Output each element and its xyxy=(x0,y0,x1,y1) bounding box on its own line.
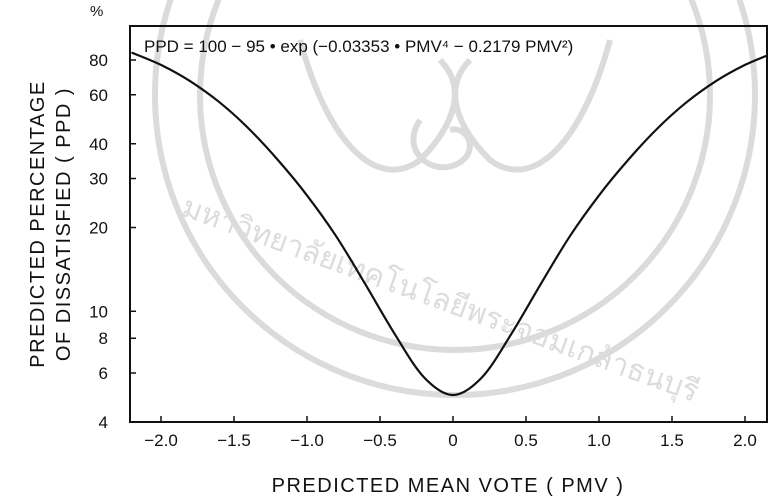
y-tick-label: 40 xyxy=(89,135,108,154)
plot-frame xyxy=(129,25,768,423)
x-tick-label: −2.0 xyxy=(144,431,178,450)
ppd-curve-point xyxy=(452,394,454,396)
y-tick-label: 4 xyxy=(99,413,108,432)
x-tick-label: 1.5 xyxy=(660,431,684,450)
x-tick-label: 0.5 xyxy=(514,431,538,450)
ppd-curve-point xyxy=(715,80,717,82)
ppd-curve-point xyxy=(744,64,746,66)
formula-annotation: PPD = 100 − 95 • exp (−0.03353 • PMV⁴ − … xyxy=(144,37,573,56)
ppd-curve-point xyxy=(540,283,542,285)
y-tick-label: 10 xyxy=(89,302,108,321)
x-axis-ticks: −2.0 −1.5 −1.0 −0.5 0 0.5 1.0 1.5 2.0 xyxy=(144,416,757,450)
x-tick-label: −1.5 xyxy=(217,431,251,450)
ppd-curve-point xyxy=(364,283,366,285)
watermark-text: มหาวิทยาลัยเทคโนโลยีพระจอมเกล้าธนบุรี xyxy=(177,189,704,411)
x-tick-label: 0 xyxy=(448,431,457,450)
ppd-curve-point xyxy=(131,52,133,54)
svg-text:มหาวิทยาลัยเทคโนโลยีพระจอมเกล้: มหาวิทยาลัยเทคโนโลยีพระจอมเกล้าธนบุรี xyxy=(177,189,704,411)
ppd-curve-point xyxy=(510,333,512,335)
ppd-curve-point xyxy=(598,194,600,196)
ppd-curve-point xyxy=(189,80,191,82)
y-axis-ticks: 4 6 8 10 20 30 40 60 80 xyxy=(89,51,136,432)
ppd-curve-point xyxy=(423,376,425,378)
ppd-curve-point xyxy=(627,159,629,161)
y-unit-label: % xyxy=(90,3,103,20)
x-axis-title: PREDICTED MEAN VOTE ( PMV ) xyxy=(272,475,625,497)
ppd-curve-point xyxy=(481,376,483,378)
ppd-curve-point xyxy=(277,159,279,161)
ppd-curve-point xyxy=(248,127,250,130)
ppd-curve-point xyxy=(569,235,571,237)
ppd-curve-point xyxy=(656,127,659,130)
watermark-seal xyxy=(152,0,758,398)
x-tick-label: −0.5 xyxy=(363,431,397,450)
x-tick-label: 2.0 xyxy=(733,431,757,450)
y-axis-title-line2: OF DISSATISFIED ( PPD ) xyxy=(53,87,75,361)
ppd-curve-point xyxy=(686,101,688,103)
series-layer xyxy=(131,51,768,397)
ppd-curve-point xyxy=(335,235,337,237)
ppd-curve-point xyxy=(160,64,162,66)
x-tick-label: −1.0 xyxy=(290,431,324,450)
y-axis-title-line1: PREDICTED PERCENTAGE xyxy=(27,80,49,367)
y-tick-label: 30 xyxy=(89,170,108,189)
y-tick-label: 20 xyxy=(89,219,108,238)
ppd-curve-point xyxy=(218,101,220,103)
x-tick-label: 1.0 xyxy=(587,431,611,450)
y-tick-label: 6 xyxy=(99,364,108,383)
ppd-curve-point xyxy=(394,333,396,335)
y-tick-label: 80 xyxy=(89,51,108,70)
ppd-curve-point xyxy=(306,194,308,196)
y-tick-label: 8 xyxy=(99,329,108,348)
y-tick-label: 60 xyxy=(89,86,108,105)
